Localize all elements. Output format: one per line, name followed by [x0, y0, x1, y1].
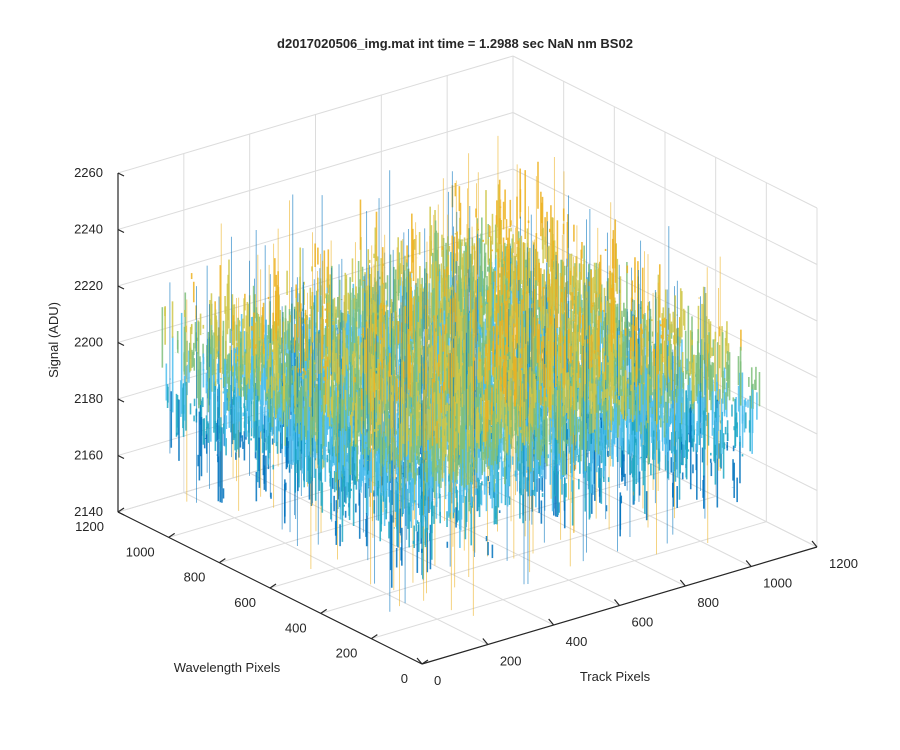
side-wall-grid-line	[512, 55, 818, 209]
back-wall-grid-line	[117, 168, 514, 287]
floor-grid-line	[320, 495, 716, 614]
floor-grid-line	[371, 521, 767, 640]
back-wall-grid-line	[117, 55, 514, 174]
side-wall-grid-line	[512, 112, 818, 265]
floor-grid-line	[219, 445, 615, 564]
surface	[161, 135, 761, 616]
back-wall-grid-line	[117, 112, 514, 230]
